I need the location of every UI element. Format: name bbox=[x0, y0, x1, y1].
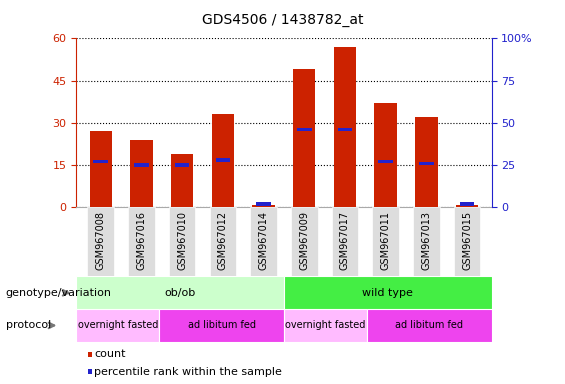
Text: count: count bbox=[94, 349, 126, 359]
Text: genotype/variation: genotype/variation bbox=[6, 288, 112, 298]
Text: overnight fasted: overnight fasted bbox=[77, 320, 158, 331]
FancyBboxPatch shape bbox=[76, 309, 159, 342]
Text: overnight fasted: overnight fasted bbox=[285, 320, 366, 331]
Text: wild type: wild type bbox=[362, 288, 413, 298]
FancyBboxPatch shape bbox=[76, 276, 284, 309]
Text: GSM967016: GSM967016 bbox=[136, 211, 146, 270]
FancyBboxPatch shape bbox=[291, 207, 318, 276]
Text: protocol: protocol bbox=[6, 320, 51, 331]
FancyBboxPatch shape bbox=[413, 207, 440, 276]
Text: GSM967015: GSM967015 bbox=[462, 211, 472, 270]
FancyBboxPatch shape bbox=[332, 207, 358, 276]
Bar bbox=[175, 164, 189, 167]
Bar bbox=[460, 202, 475, 206]
Text: GSM967010: GSM967010 bbox=[177, 211, 187, 270]
FancyBboxPatch shape bbox=[284, 276, 492, 309]
Bar bbox=[297, 128, 311, 131]
Bar bbox=[134, 164, 149, 167]
FancyBboxPatch shape bbox=[169, 207, 195, 276]
FancyBboxPatch shape bbox=[372, 207, 399, 276]
Text: GSM967012: GSM967012 bbox=[218, 211, 228, 270]
FancyBboxPatch shape bbox=[284, 309, 367, 342]
FancyBboxPatch shape bbox=[454, 207, 480, 276]
Bar bbox=[293, 70, 315, 207]
Text: GSM967014: GSM967014 bbox=[259, 211, 268, 270]
Text: ob/ob: ob/ob bbox=[164, 288, 195, 298]
Bar bbox=[419, 162, 434, 165]
Bar bbox=[379, 160, 393, 164]
Text: ad libitum fed: ad libitum fed bbox=[188, 320, 255, 331]
Bar bbox=[334, 47, 356, 207]
FancyBboxPatch shape bbox=[250, 207, 277, 276]
FancyBboxPatch shape bbox=[367, 309, 492, 342]
Text: GSM967009: GSM967009 bbox=[299, 211, 309, 270]
Text: ad libitum fed: ad libitum fed bbox=[396, 320, 463, 331]
Text: percentile rank within the sample: percentile rank within the sample bbox=[94, 366, 282, 377]
Bar bbox=[216, 158, 230, 162]
Bar bbox=[253, 205, 275, 207]
FancyBboxPatch shape bbox=[128, 207, 155, 276]
FancyBboxPatch shape bbox=[88, 207, 114, 276]
Bar bbox=[415, 117, 438, 207]
Bar bbox=[212, 114, 234, 207]
FancyBboxPatch shape bbox=[210, 207, 236, 276]
Bar bbox=[89, 131, 112, 207]
Bar bbox=[93, 160, 108, 164]
Bar bbox=[171, 154, 193, 207]
Bar bbox=[375, 103, 397, 207]
Bar bbox=[338, 128, 352, 131]
Bar bbox=[88, 352, 92, 356]
Text: GSM967011: GSM967011 bbox=[381, 211, 390, 270]
Text: GDS4506 / 1438782_at: GDS4506 / 1438782_at bbox=[202, 13, 363, 27]
Bar bbox=[88, 369, 92, 374]
Text: GSM967008: GSM967008 bbox=[95, 211, 106, 270]
FancyBboxPatch shape bbox=[159, 309, 284, 342]
Bar bbox=[130, 140, 153, 207]
Bar bbox=[456, 205, 479, 207]
Bar bbox=[257, 202, 271, 206]
Text: GSM967017: GSM967017 bbox=[340, 211, 350, 270]
Text: GSM967013: GSM967013 bbox=[421, 211, 432, 270]
